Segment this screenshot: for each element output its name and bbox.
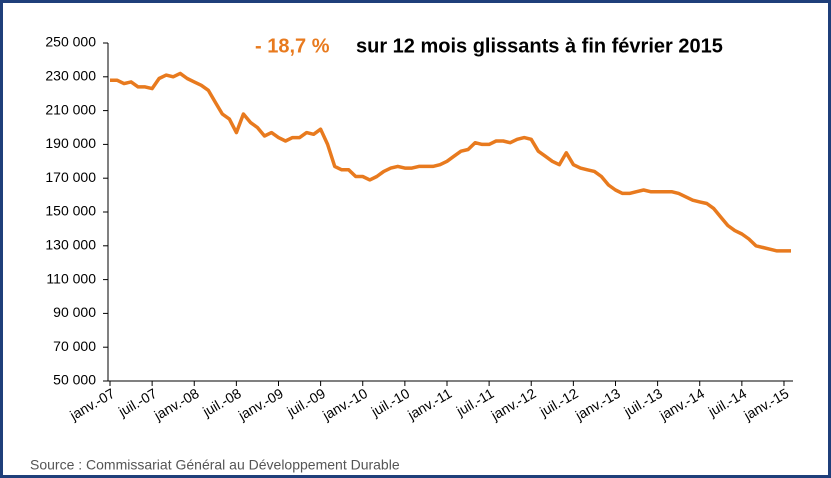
source: Source : Commissariat Général au Dévelop… xyxy=(30,457,400,473)
y-tick-label: 170 000 xyxy=(45,169,96,185)
y-tick-label: 70 000 xyxy=(53,338,96,354)
y-tick-label: 230 000 xyxy=(45,68,96,84)
chart-title: sur 12 mois glissants à fin février 2015 xyxy=(356,35,723,57)
y-tick-label: 130 000 xyxy=(45,237,96,253)
y-tick-label: 150 000 xyxy=(45,203,96,219)
y-tick-label: 50 000 xyxy=(53,372,96,388)
y-tick-label: 210 000 xyxy=(45,101,96,117)
title-highlight: - 18,7 % xyxy=(255,35,330,57)
y-tick-label: 110 000 xyxy=(46,270,96,286)
y-tick-label: 250 000 xyxy=(45,34,96,50)
line xyxy=(110,71,791,253)
y-tick-label: 90 000 xyxy=(53,304,96,320)
y-tick-label: 190 000 xyxy=(45,135,96,151)
